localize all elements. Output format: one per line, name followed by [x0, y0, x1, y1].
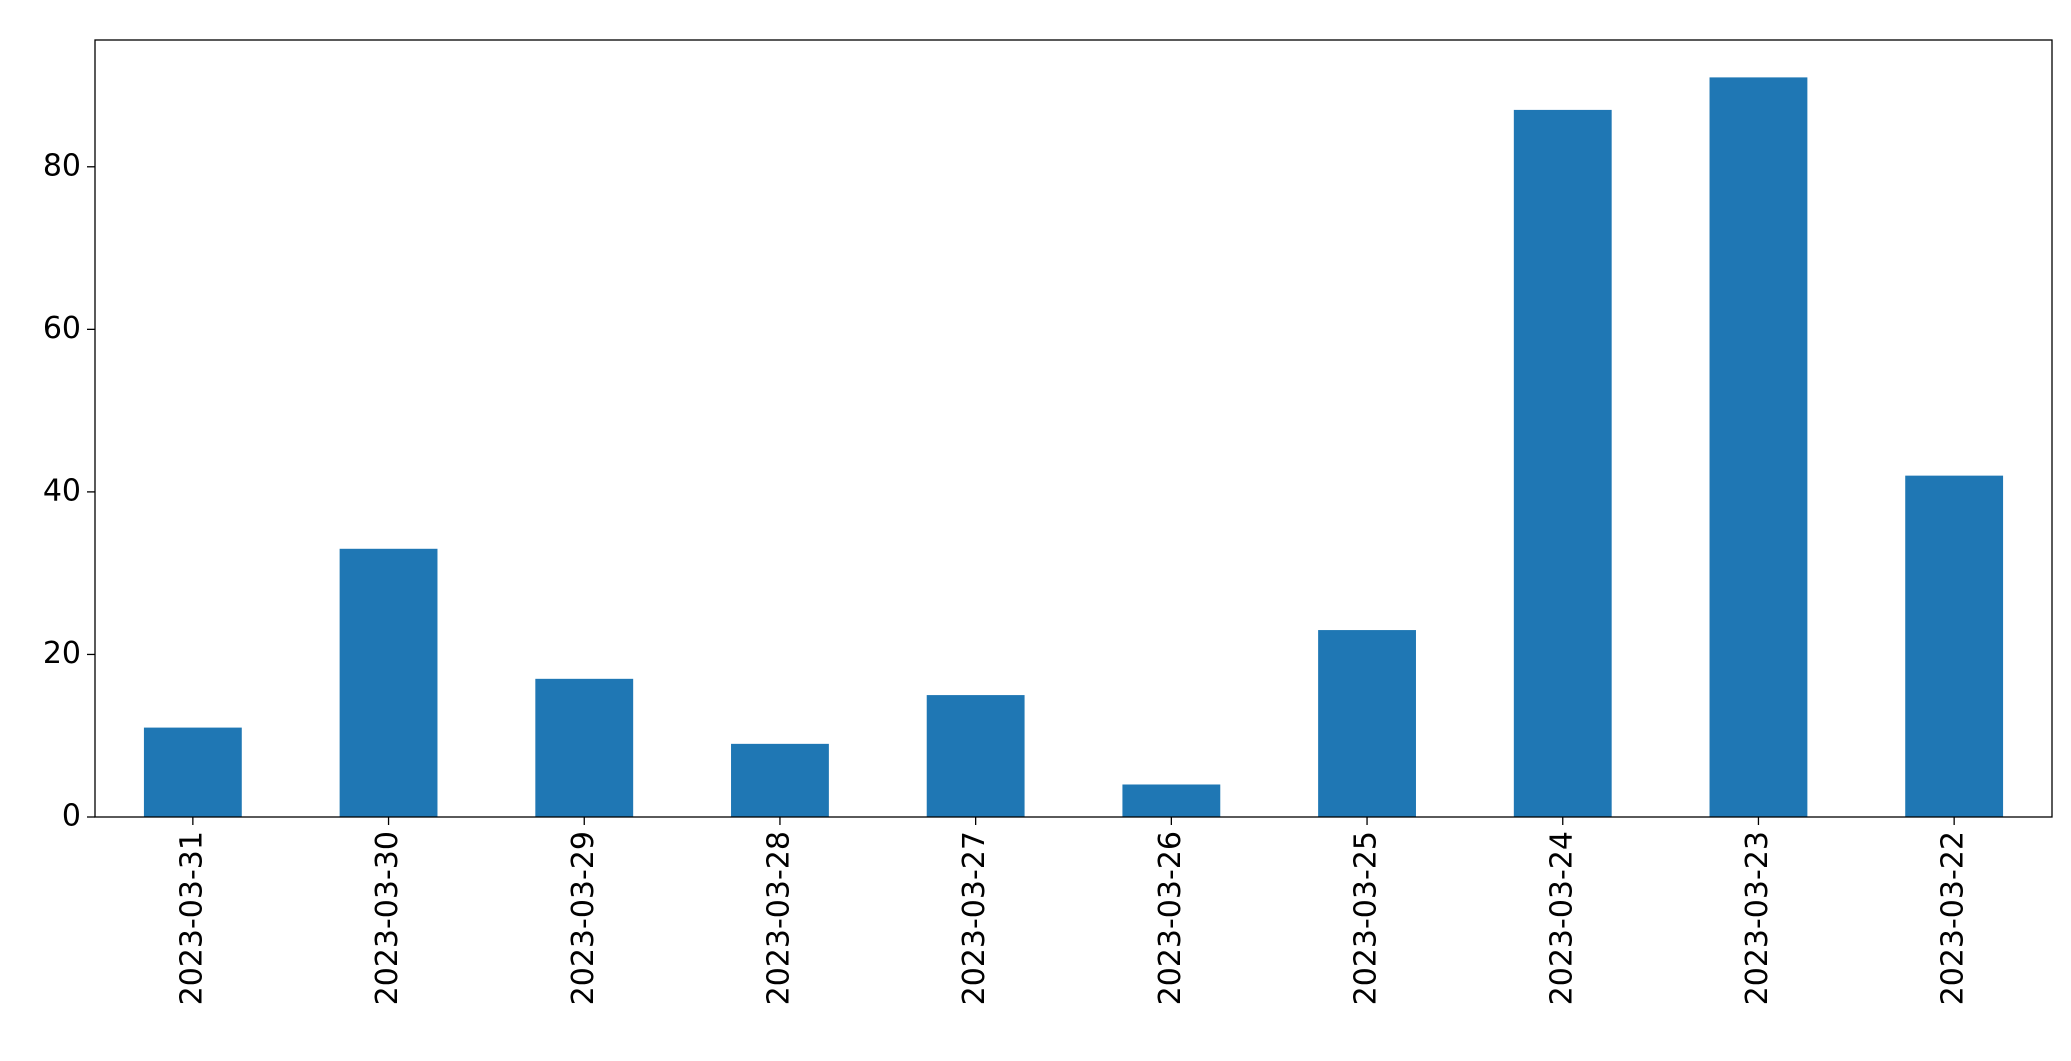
bar — [339, 548, 438, 817]
plot-frame — [94, 39, 2053, 818]
y-tick-label: 60 — [43, 311, 81, 346]
bar — [1709, 77, 1808, 818]
x-tick-label: 2023-03-24 — [1544, 831, 1579, 1005]
bar — [1905, 475, 2004, 817]
x-tick-label: 2023-03-31 — [174, 831, 209, 1005]
bar — [731, 743, 829, 817]
bar — [1513, 109, 1612, 818]
x-tick-label: 2023-03-29 — [566, 831, 601, 1005]
bar — [535, 678, 634, 817]
x-tick-label: 2023-03-22 — [1936, 831, 1971, 1005]
x-tick-label: 2023-03-27 — [957, 831, 992, 1005]
bar — [1122, 784, 1221, 817]
bar — [143, 727, 242, 817]
bar — [1318, 630, 1416, 817]
x-tick-label: 2023-03-30 — [370, 831, 405, 1005]
y-tick-label: 20 — [43, 636, 81, 671]
x-tick-label: 2023-03-28 — [761, 831, 796, 1005]
y-tick-label: 80 — [43, 148, 81, 183]
y-tick-label: 0 — [62, 799, 81, 834]
x-tick-label: 2023-03-23 — [1740, 831, 1775, 1005]
bar — [926, 695, 1025, 817]
x-tick-label: 2023-03-26 — [1153, 831, 1188, 1005]
y-tick-label: 40 — [43, 473, 81, 508]
x-tick-label: 2023-03-25 — [1349, 831, 1384, 1005]
